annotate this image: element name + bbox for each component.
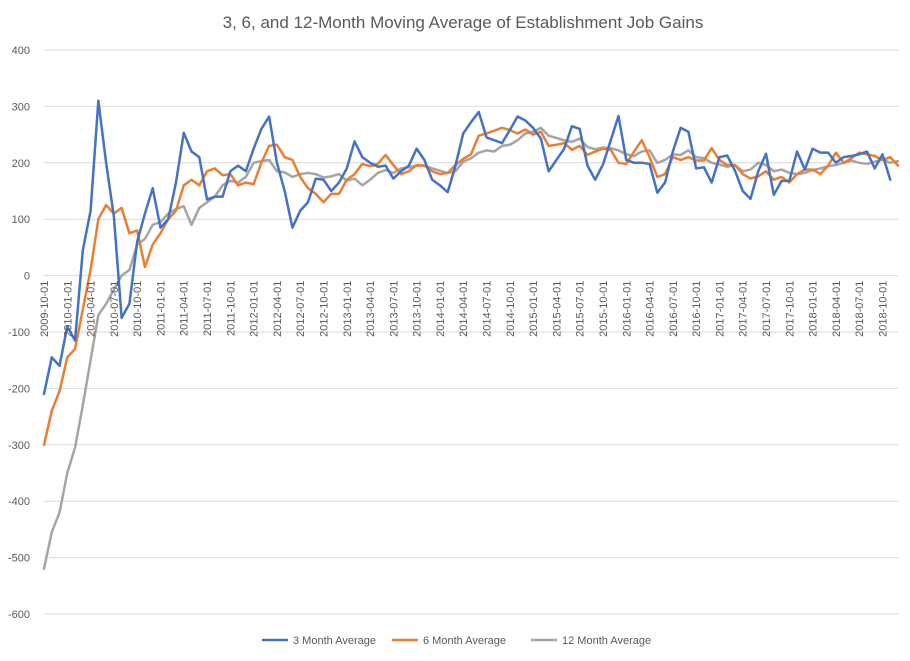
x-tick-label: 2017-04-01	[738, 281, 750, 337]
x-tick-label: 2018-10-01	[877, 281, 889, 337]
legend-label: 12 Month Average	[562, 635, 651, 647]
y-tick-label: -500	[8, 553, 30, 565]
x-tick-label: 2009-10-01	[39, 281, 51, 337]
x-tick-label: 2017-01-01	[714, 281, 726, 337]
x-tick-label: 2016-01-01	[621, 281, 633, 337]
y-tick-label: -300	[8, 440, 30, 452]
y-tick-label: -400	[8, 496, 30, 508]
y-tick-label: -100	[8, 327, 30, 339]
x-tick-label: 2015-01-01	[528, 281, 540, 337]
x-tick-label: 2011-01-01	[155, 281, 167, 336]
x-axis-ticks: 2009-10-01 2010-01-01 2010-04-01 2010-07-01…	[39, 281, 889, 337]
x-tick-label: 2010-04-01	[86, 281, 98, 337]
legend-label: 6 Month Average	[423, 635, 506, 647]
legend-label: 3 Month Average	[293, 635, 376, 647]
x-tick-label: 2010-01-01	[62, 281, 74, 337]
legend: 3 Month Average 6 Month Average 12 Month A…	[262, 635, 651, 647]
x-tick-label: 2015-04-01	[551, 281, 563, 337]
x-tick-label: 2012-04-01	[272, 281, 284, 337]
x-tick-label: 2017-10-01	[784, 281, 796, 337]
x-tick-label: 2011-10-01	[225, 281, 237, 336]
x-tick-label: 2016-07-01	[668, 281, 680, 337]
x-tick-label: 2013-04-01	[365, 281, 377, 337]
x-tick-label: 2017-07-01	[761, 281, 773, 337]
chart-title: 3, 6, and 12-Month Moving Average of Est…	[223, 13, 704, 32]
y-tick-label: 300	[12, 101, 30, 113]
x-tick-label: 2015-07-01	[575, 281, 587, 337]
series-lines	[42, 99, 900, 571]
y-axis-ticks: 400 300 200 100 0 -100 -200 -300 -400 -500 -600	[8, 45, 30, 621]
x-tick-label: 2010-10-01	[132, 281, 144, 337]
x-tick-label: 2013-10-01	[412, 281, 424, 337]
y-tick-label: 100	[12, 214, 30, 226]
x-tick-label: 2014-01-01	[435, 281, 447, 337]
x-tick-label: 2011-04-01	[179, 281, 191, 336]
x-tick-label: 2014-10-01	[505, 281, 517, 337]
x-tick-label: 2015-10-01	[598, 281, 610, 337]
x-tick-label: 2016-04-01	[645, 281, 657, 337]
y-tick-label: 200	[12, 158, 30, 170]
gridlines	[44, 49, 898, 615]
x-tick-label: 2011-07-01	[202, 281, 214, 336]
series-line-12-month-average	[42, 126, 900, 571]
y-tick-label: -200	[8, 383, 30, 395]
y-tick-label: 400	[12, 45, 30, 57]
x-tick-label: 2013-07-01	[388, 281, 400, 337]
x-tick-label: 2012-01-01	[249, 281, 261, 337]
x-tick-label: 2012-07-01	[295, 281, 307, 337]
x-tick-label: 2018-07-01	[854, 281, 866, 337]
series-line-3-month-average	[42, 99, 892, 396]
x-tick-label: 2012-10-01	[318, 281, 330, 337]
y-tick-label: -600	[8, 609, 30, 621]
x-tick-label: 2018-01-01	[808, 281, 820, 337]
y-tick-label: 0	[24, 271, 30, 283]
x-tick-label: 2014-04-01	[458, 281, 470, 337]
x-tick-label: 2016-10-01	[691, 281, 703, 337]
x-tick-label: 2013-01-01	[342, 281, 354, 337]
x-tick-label: 2018-04-01	[831, 281, 843, 337]
x-tick-label: 2014-07-01	[482, 281, 494, 337]
x-tick-label: 2010-07-01	[109, 281, 121, 337]
